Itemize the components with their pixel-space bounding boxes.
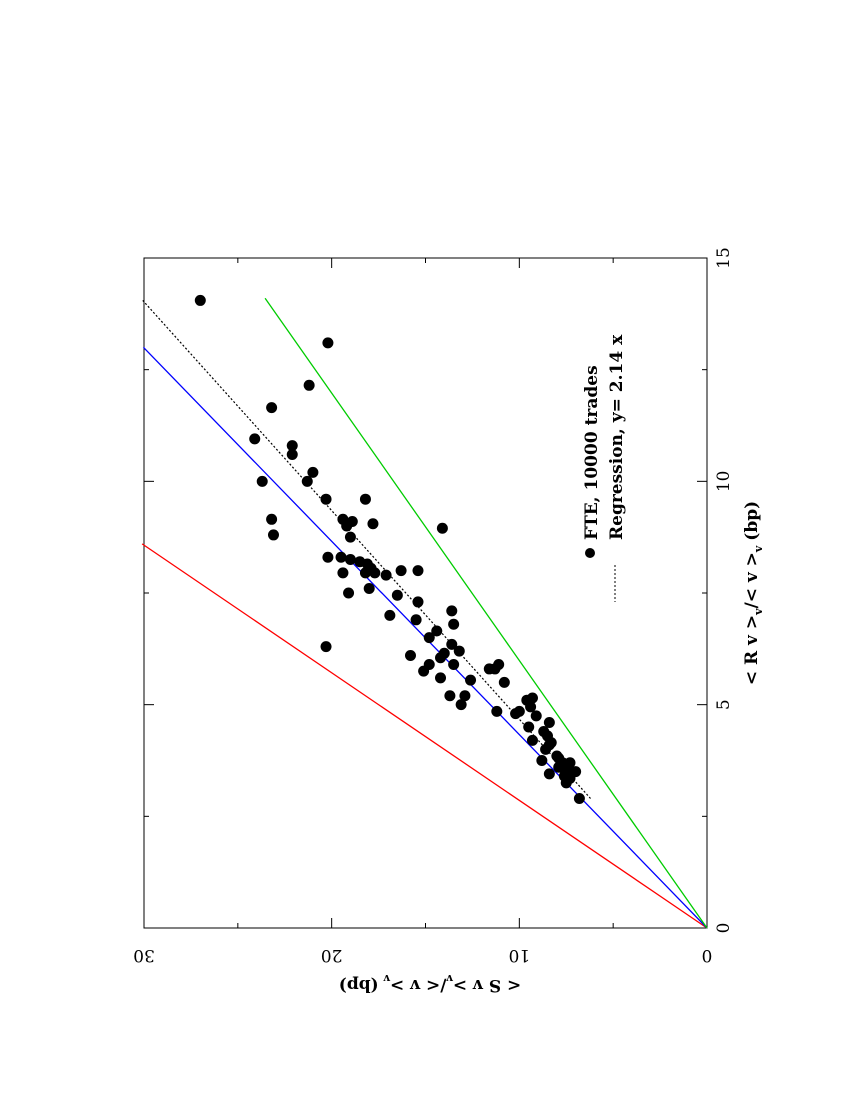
data-point bbox=[523, 721, 535, 733]
data-point bbox=[431, 625, 443, 637]
data-point bbox=[498, 676, 510, 688]
data-point bbox=[444, 690, 456, 702]
data-point bbox=[543, 717, 555, 729]
regression-line bbox=[142, 300, 591, 799]
data-point bbox=[322, 551, 334, 563]
data-point bbox=[530, 710, 542, 722]
data-point bbox=[436, 522, 448, 534]
data-point bbox=[335, 551, 347, 563]
data-point bbox=[367, 518, 379, 530]
x-tick-label: 0 bbox=[714, 923, 734, 934]
data-point bbox=[446, 638, 458, 650]
y-tick-label: 20 bbox=[321, 945, 343, 965]
data-point bbox=[404, 650, 416, 662]
y-tick-label: 0 bbox=[702, 945, 713, 965]
data-point bbox=[391, 589, 403, 601]
data-point bbox=[363, 583, 375, 595]
y-tick-label: 30 bbox=[133, 945, 155, 965]
data-point bbox=[448, 618, 460, 630]
data-point bbox=[453, 645, 465, 657]
data-point bbox=[286, 440, 298, 452]
data-point bbox=[526, 734, 538, 746]
data-point bbox=[359, 493, 371, 505]
axis-ticks: 0 5 10 15 0 10 20 30 bbox=[133, 247, 734, 965]
data-point bbox=[395, 565, 407, 577]
data-point bbox=[384, 609, 396, 621]
regression-line-group bbox=[142, 300, 591, 799]
data-point bbox=[423, 632, 435, 644]
data-point bbox=[337, 567, 349, 579]
data-point bbox=[543, 768, 555, 780]
legend-label-points: FTE, 10000 trades bbox=[582, 365, 602, 540]
data-point bbox=[412, 565, 424, 577]
data-point bbox=[359, 567, 371, 579]
data-point bbox=[573, 792, 585, 804]
data-point bbox=[301, 475, 313, 487]
data-point bbox=[435, 652, 447, 664]
data-point bbox=[465, 674, 477, 686]
data-point bbox=[510, 708, 522, 720]
data-point bbox=[341, 520, 353, 532]
data-point bbox=[448, 658, 460, 670]
data-points bbox=[194, 294, 585, 804]
data-point bbox=[286, 449, 298, 461]
data-point bbox=[344, 554, 356, 565]
legend-marker-points bbox=[585, 548, 595, 558]
data-point bbox=[369, 567, 381, 579]
x-axis-title: < R v >v/< v >v(bp) bbox=[742, 501, 765, 685]
data-point bbox=[380, 569, 392, 581]
data-point bbox=[412, 596, 424, 608]
data-point bbox=[303, 379, 315, 391]
y-tick-label: 10 bbox=[509, 945, 531, 965]
data-point bbox=[343, 587, 355, 599]
legend-label-regression: Regression, y= 2.14 x bbox=[607, 334, 627, 540]
data-point bbox=[344, 531, 356, 543]
data-point bbox=[410, 614, 422, 626]
data-point bbox=[249, 433, 261, 445]
data-point bbox=[267, 529, 279, 541]
reference-line-1 bbox=[141, 543, 708, 929]
data-point bbox=[194, 294, 206, 306]
data-point bbox=[536, 755, 548, 766]
data-point bbox=[266, 402, 278, 414]
x-tick-label: 10 bbox=[714, 471, 734, 493]
data-point bbox=[560, 777, 572, 789]
data-point bbox=[266, 513, 278, 525]
x-tick-label: 15 bbox=[714, 247, 734, 269]
data-point bbox=[320, 493, 332, 505]
data-point bbox=[320, 641, 332, 653]
data-point bbox=[322, 337, 334, 349]
data-point bbox=[540, 743, 552, 755]
data-point bbox=[446, 605, 458, 617]
data-point bbox=[435, 672, 447, 684]
legend: FTE, 10000 trades Regression, y= 2.14 x bbox=[582, 334, 627, 602]
data-point bbox=[455, 699, 467, 711]
data-point bbox=[307, 466, 319, 478]
reference-line-3 bbox=[264, 297, 708, 929]
data-point bbox=[459, 690, 471, 702]
x-tick-label: 5 bbox=[714, 699, 734, 710]
data-point bbox=[256, 475, 268, 487]
data-point bbox=[491, 705, 503, 717]
data-point bbox=[418, 665, 430, 677]
y-axis-title: < S v >v/< v >v(bp) bbox=[339, 972, 522, 995]
data-point bbox=[483, 663, 495, 675]
data-point bbox=[525, 701, 537, 713]
